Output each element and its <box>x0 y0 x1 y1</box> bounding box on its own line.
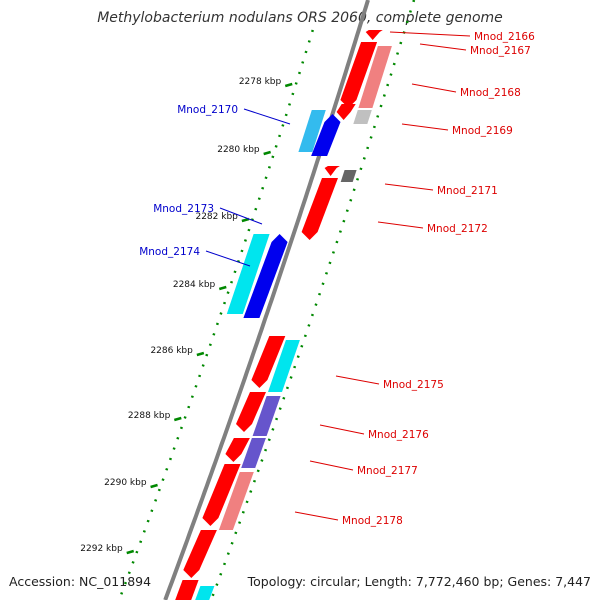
cds-mnod-2172 <box>301 178 338 240</box>
gene-label-leader <box>401 123 449 131</box>
gene-label: Mnod_2174 <box>139 246 200 258</box>
gene-label-leader <box>335 375 380 385</box>
cds-mnod-2174 <box>243 234 288 318</box>
cds-mnod-2173 <box>226 234 270 314</box>
tick-mark <box>126 549 135 555</box>
tick-mark <box>284 82 293 88</box>
tick-mark <box>196 351 205 357</box>
gene-label: Mnod_2178 <box>342 515 403 527</box>
cds-mnod-2176b <box>252 396 281 436</box>
cds-mnod-2178b <box>218 472 254 530</box>
tick-mark <box>263 150 271 156</box>
cds-mnod-2180b <box>195 586 215 600</box>
cds-mnod-2178 <box>202 464 241 526</box>
gene-label-leader <box>205 250 251 267</box>
map-title: Methylobacterium nodulans ORS 2060, comp… <box>97 10 503 26</box>
tick-label: 2292 kbp <box>80 544 123 554</box>
gene-label-leader <box>419 43 467 51</box>
cds-mnod-2170 <box>311 114 341 156</box>
gene-label: Mnod_2170 <box>177 104 238 116</box>
cds-mnod-2169 <box>353 110 372 124</box>
tick-mark <box>173 416 182 422</box>
cds-mnod-2180 <box>175 580 199 600</box>
tick-label: 2284 kbp <box>173 280 216 290</box>
gene-label-leader <box>319 424 365 435</box>
tick-mark <box>241 217 250 223</box>
cds-mnod-2176 <box>236 392 266 432</box>
gene-label-leader <box>389 31 471 37</box>
cds-mnod-2175b <box>268 340 300 392</box>
gene-label-leader <box>384 183 434 191</box>
gene-label: Mnod_2168 <box>460 87 521 99</box>
gene-label-leader <box>309 460 354 471</box>
accession-label: Accession: NC_011894 <box>9 574 152 589</box>
gene-label: Mnod_2173 <box>153 203 214 215</box>
genome-backbone <box>163 0 370 600</box>
tick-mark <box>218 285 227 291</box>
gene-label: Mnod_2169 <box>452 125 513 137</box>
tick-label: 2288 kbp <box>128 411 171 421</box>
cds-mnod-2175 <box>251 336 286 388</box>
gene-label: Mnod_2172 <box>427 223 488 235</box>
cds-mnod-2177b <box>241 438 266 468</box>
gene-label: Mnod_2175 <box>383 379 444 391</box>
gene-label-leader <box>411 83 457 93</box>
tick-label: 2278 kbp <box>239 77 282 87</box>
gene-label-leader <box>377 221 424 229</box>
gene-label-leader <box>294 511 339 521</box>
cds-mnod-2177 <box>225 438 250 462</box>
gene-label-leader <box>243 108 291 125</box>
gene-label: Mnod_2177 <box>357 465 418 477</box>
gene-label: Mnod_2171 <box>437 185 498 197</box>
cds-mnod-2170b <box>298 110 326 152</box>
gc-track-outer <box>118 29 314 600</box>
gene-label: Mnod_2176 <box>368 429 429 441</box>
gene-label: Mnod_2166 <box>474 31 535 43</box>
topology-label: Topology: circular; Length: 7,772,460 bp… <box>247 574 591 589</box>
cds-mnod-2166 <box>365 30 383 40</box>
cds-mnod-2169b <box>336 104 356 120</box>
tick-label: 2290 kbp <box>104 478 147 488</box>
cds-mnod-2179 <box>183 530 217 578</box>
tick-label: 2286 kbp <box>150 346 193 356</box>
tick-mark <box>150 483 158 489</box>
tick-label: 2280 kbp <box>217 145 260 155</box>
cds-mnod-2171b <box>340 170 357 182</box>
cds-mnod-2167 <box>340 42 378 108</box>
tick-label: 2282 kbp <box>195 212 238 222</box>
gene-label-leader <box>219 207 263 225</box>
gene-label: Mnod_2167 <box>470 45 531 57</box>
cds-mnod-2168 <box>358 46 392 108</box>
cds-mnod-2171 <box>324 166 340 176</box>
